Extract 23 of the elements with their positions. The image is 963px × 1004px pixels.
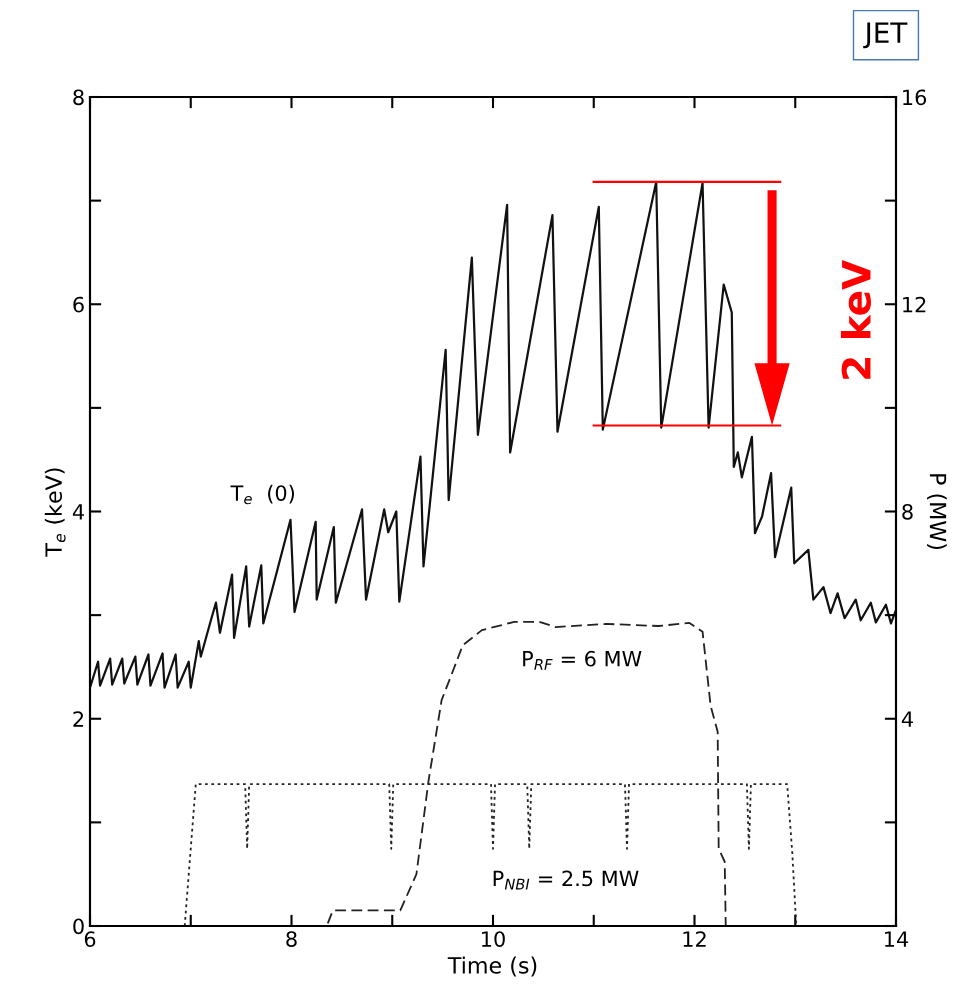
annotation: P$_{NBI}$ = 2.5 MW	[493, 870, 639, 890]
y-axis-title: T$_{e}$ (keV)	[44, 468, 66, 557]
y2-tick-label: 16	[903, 89, 927, 106]
y2-tick-label: 12	[903, 296, 926, 313]
text: JET	[863, 22, 908, 49]
x-tick-label: 10	[482, 931, 505, 947]
annotation: 2 keV	[840, 260, 872, 379]
y2-tick-label: 8	[902, 503, 913, 520]
y-tick-label: 4	[72, 504, 84, 520]
y-tick-label: 8	[73, 89, 84, 106]
y2-axis-title: P (MW)	[927, 474, 947, 550]
y-tick-label: 6	[73, 296, 84, 313]
x-tick-label: 12	[683, 931, 706, 947]
x-tick-label: 6	[84, 931, 96, 947]
x-axis-title: Time (s)	[447, 956, 537, 977]
annotation: P$_{RF}$ = 6 MW	[523, 650, 642, 670]
y2-tick-label: 4	[901, 711, 913, 727]
x-tick-label: 14	[885, 931, 909, 947]
y-tick-label: 0	[73, 918, 84, 935]
annotation: T$_{e}$ (0)	[230, 484, 295, 505]
y-tick-label: 2	[73, 711, 84, 727]
line-series	[90, 180, 896, 689]
x-tick-label: 8	[286, 931, 297, 947]
